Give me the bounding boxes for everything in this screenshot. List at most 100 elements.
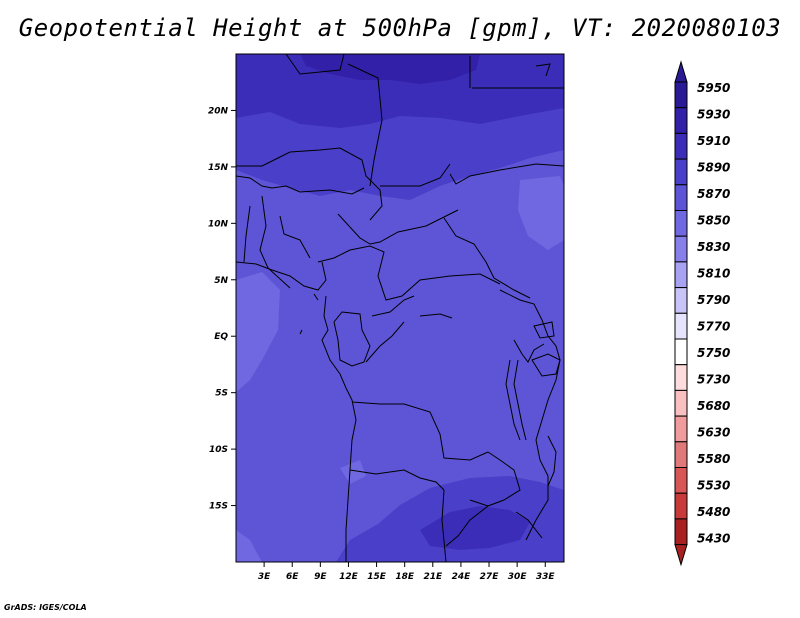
lon-tick-label: 9E: [314, 572, 327, 582]
height-field: [236, 54, 564, 562]
country-borders: [235, 53, 565, 563]
colorbar: 5950 5930 5910 5890 5870 5850 5830 5810 5790 5770…: [674, 60, 730, 567]
colorbar-bottom-arrow: [674, 544, 688, 567]
field-5930-north: [300, 54, 480, 84]
colorbar-label: 5790: [697, 293, 730, 307]
colorbar-swatch: [674, 81, 688, 109]
border-line: [333, 311, 371, 367]
field-5910-south: [420, 506, 530, 550]
lon-tick-label: 27E: [480, 572, 500, 582]
colorbar-swatch: [674, 492, 688, 520]
field-5850-southwest: [236, 530, 262, 562]
lat-tick-label: 5N: [214, 276, 228, 286]
border-line: [349, 469, 445, 491]
colorbar-label: 5430: [697, 532, 730, 546]
lon-tick-label: 21E: [423, 572, 443, 582]
lon-tick-label: 3E: [258, 572, 271, 582]
lake-shore: [547, 435, 557, 487]
border-line: [513, 339, 545, 363]
coastline: [535, 63, 551, 77]
border-line: [441, 489, 447, 563]
latitude-axis: 20N 15N 10N 5N EQ 5S 10S 15S: [208, 106, 236, 512]
colorbar-label: 5580: [697, 452, 730, 466]
colorbar-swatch: [674, 338, 688, 366]
lon-tick-label: 33E: [536, 572, 556, 582]
colorbar-swatch: [674, 441, 688, 468]
lon-tick-label: 6E: [286, 572, 299, 582]
colorbar-swatch: [674, 312, 688, 340]
longitude-axis: 3E 6E 9E 12E 15E 18E 21E 24E 27E 30E 33E: [258, 562, 556, 582]
colorbar-swatch: [674, 107, 688, 134]
colorbar-swatch: [674, 210, 688, 237]
coastline: [235, 261, 327, 291]
lon-tick-label: 15E: [367, 572, 387, 582]
colorbar-swatch: [674, 415, 688, 443]
colorbar-label: 5870: [697, 187, 730, 201]
field-5850-south: [340, 460, 366, 484]
colorbar-label: 5770: [697, 320, 730, 334]
field-5850-west: [236, 272, 280, 392]
colorbar-swatch: [674, 389, 688, 417]
colorbar-swatch: [674, 364, 688, 391]
lat-tick-label: 10N: [208, 219, 229, 229]
coastline: [299, 329, 303, 335]
border-line: [499, 289, 561, 541]
colorbar-swatch: [674, 158, 688, 186]
map-title: Geopotential Height at 500hPa [gpm], VT:…: [18, 14, 782, 42]
lat-tick-label: 15S: [209, 502, 228, 512]
colorbar-top-arrow: [674, 60, 688, 83]
border-line: [449, 163, 565, 185]
colorbar-label: 5810: [697, 267, 730, 281]
border-line: [380, 163, 451, 187]
map-frame: [235, 53, 565, 563]
lat-tick-label: 5S: [215, 389, 228, 399]
lon-tick-label: 12E: [339, 572, 359, 582]
lat-tick-label: EQ: [214, 332, 228, 342]
coastline: [313, 293, 319, 301]
border-line: [337, 209, 459, 245]
lon-tick-label: 18E: [395, 572, 415, 582]
border-line: [317, 245, 501, 301]
border-line: [259, 195, 291, 289]
colorbar-label: 5750: [697, 346, 730, 360]
colorbar-swatch: [674, 184, 688, 212]
colorbar-label: 5910: [697, 134, 730, 148]
lake-shore: [531, 353, 561, 377]
colorbar-label: 5850: [697, 214, 730, 228]
border-line: [445, 451, 521, 547]
colorbar-label: 5630: [697, 426, 730, 440]
lake-shore: [419, 313, 453, 319]
coastline: [321, 295, 357, 562]
lat-tick-label: 15N: [208, 163, 229, 173]
colorbar-swatch: [674, 467, 688, 494]
colorbar-swatch: [674, 518, 688, 546]
border-line: [236, 147, 383, 221]
colorbar-label: 5480: [697, 505, 730, 519]
border-line: [235, 175, 365, 195]
border-line: [469, 499, 489, 507]
border-line: [515, 511, 543, 539]
lat-tick-label: 10S: [209, 445, 228, 455]
lon-tick-label: 30E: [508, 572, 528, 582]
lake-shore: [533, 321, 555, 339]
border-line: [285, 53, 345, 75]
colorbar-label: 5730: [697, 373, 730, 387]
lake-shore: [513, 359, 527, 441]
colorbar-label: 5950: [697, 81, 730, 95]
field-5850-east: [518, 176, 564, 250]
border-line: [279, 215, 311, 259]
colorbar-swatch: [674, 287, 688, 314]
colorbar-swatch: [674, 132, 688, 160]
colorbar-label: 5890: [697, 161, 730, 175]
colorbar-label: 5930: [697, 108, 730, 122]
border-line: [443, 217, 531, 299]
border-line: [351, 401, 489, 461]
colorbar-swatch: [674, 235, 688, 263]
colorbar-label: 5830: [697, 240, 730, 254]
lon-tick-label: 24E: [452, 572, 472, 582]
lat-tick-label: 20N: [208, 106, 229, 116]
lake-shore: [505, 359, 521, 441]
border-line: [371, 295, 415, 317]
grads-credit: GrADS: IGES/COLA: [4, 603, 87, 612]
